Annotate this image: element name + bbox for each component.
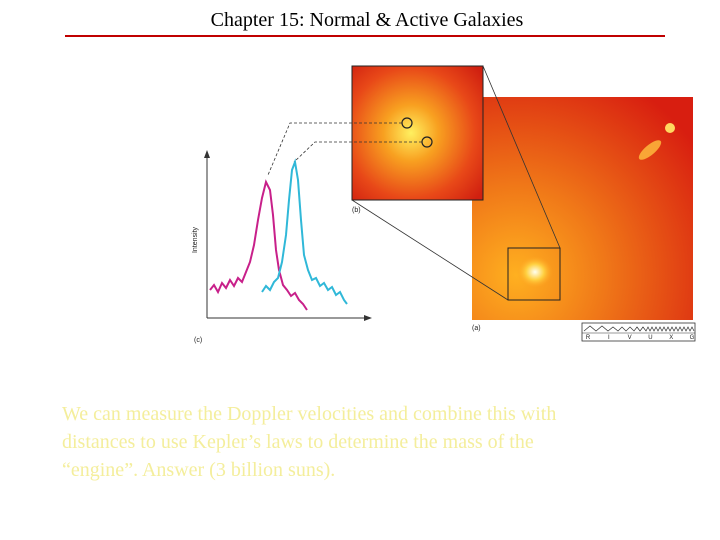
zoom-box — [507, 247, 561, 301]
zoom-line — [351, 199, 509, 301]
spectrum-bar — [581, 322, 696, 342]
band-label: I — [608, 335, 610, 341]
band-label: X — [669, 335, 673, 341]
zoom-line — [482, 65, 561, 249]
galaxy-core — [517, 256, 553, 288]
body-line: “engine”. Answer (3 billion suns). — [62, 459, 335, 481]
band-label: V — [628, 335, 632, 341]
wave — [583, 325, 695, 332]
galaxy-image-b — [351, 65, 484, 201]
leader-line — [267, 122, 402, 176]
panel-label: (b) — [352, 207, 361, 214]
jet — [638, 140, 662, 160]
spectrum-curve — [261, 158, 348, 305]
jet-knot — [665, 123, 675, 133]
body-line: We can measure the Doppler velocities an… — [62, 403, 556, 425]
body-line: distances to use Kepler’s laws to determ… — [62, 431, 534, 453]
band-label: R — [586, 335, 591, 341]
leader-line — [293, 141, 422, 163]
galaxy-image-a — [472, 97, 693, 320]
panel-label: (c) — [194, 337, 202, 344]
panel-label: (a) — [472, 325, 481, 332]
axis-label: Intensity — [192, 226, 199, 253]
axis-arrow — [364, 315, 372, 321]
axis-arrow — [204, 150, 210, 158]
spectrum-curve — [209, 179, 308, 311]
band-label: U — [648, 335, 652, 341]
slide-title: Chapter 15: Normal & Active Galaxies — [211, 9, 524, 31]
body-text: We can measure the Doppler velocities an… — [62, 403, 556, 481]
band-label: G — [690, 335, 695, 341]
